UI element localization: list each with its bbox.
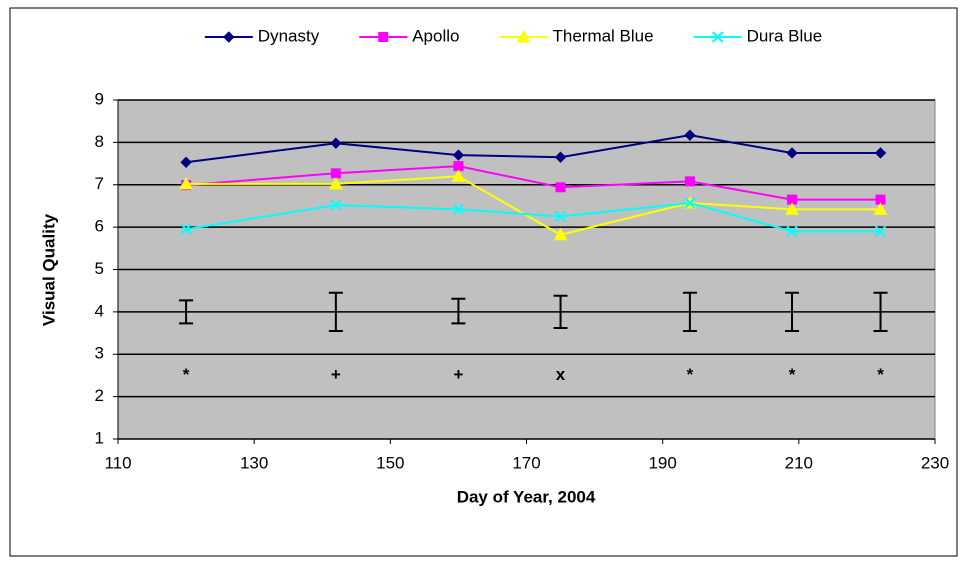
marker — [874, 225, 887, 238]
x-tick-label: 170 — [512, 453, 540, 472]
marker — [684, 176, 695, 187]
marker — [330, 168, 341, 179]
marker — [329, 176, 343, 190]
error-bar — [553, 294, 568, 329]
error-bar — [785, 291, 800, 332]
y-tick-label: 7 — [95, 174, 104, 193]
y-tick-label: 8 — [95, 132, 104, 151]
legend: Dynasty Apollo Thermal Blue Dura Blue — [204, 26, 823, 45]
marker — [330, 137, 342, 149]
marker — [785, 202, 799, 215]
x-tick-label: 230 — [921, 453, 949, 472]
legend-label: Thermal Blue — [552, 26, 653, 45]
marker — [554, 151, 567, 163]
legend-label: Dura Blue — [747, 26, 823, 45]
marker — [516, 29, 531, 43]
error-bar — [682, 291, 697, 332]
significance-mark: + — [331, 365, 341, 384]
x-axis-label: Day of Year, 2004 — [457, 487, 596, 506]
y-tick-label: 5 — [95, 259, 104, 278]
marker — [555, 182, 566, 193]
marker — [452, 149, 465, 161]
marker — [684, 129, 696, 141]
y-axis-label: Visual Quality — [39, 213, 58, 326]
marker — [330, 199, 342, 211]
marker — [378, 32, 389, 42]
significance-mark: * — [789, 365, 796, 384]
marker — [554, 210, 567, 223]
x-tick-label: 190 — [648, 453, 676, 472]
significance-mark: + — [453, 365, 463, 384]
marker — [452, 203, 465, 216]
marker — [180, 223, 192, 235]
marker — [786, 147, 798, 159]
legend-label: Apollo — [412, 26, 459, 45]
x-tick-label: 150 — [376, 453, 404, 472]
error-bar — [328, 291, 343, 332]
significance-mark: * — [877, 365, 884, 384]
marker — [684, 197, 696, 209]
x-tick-label: 210 — [785, 453, 813, 472]
significance-mark: * — [687, 365, 694, 384]
legend-label: Dynasty — [258, 26, 320, 45]
y-tick-label: 3 — [95, 344, 104, 363]
error-bar — [873, 291, 888, 332]
marker — [451, 169, 466, 182]
x-tick-label: 130 — [240, 453, 268, 472]
y-tick-label: 6 — [95, 217, 104, 236]
y-tick-label: 4 — [95, 301, 104, 320]
significance-mark: * — [183, 365, 190, 384]
marker — [786, 225, 798, 238]
marker — [874, 147, 887, 159]
marker — [179, 176, 193, 190]
marker — [873, 202, 888, 215]
y-tick-label: 9 — [95, 89, 104, 108]
significance-mark: x — [556, 365, 566, 384]
error-bar — [179, 299, 194, 325]
marker — [223, 31, 235, 43]
error-bar — [451, 297, 466, 325]
marker — [180, 156, 192, 168]
y-tick-label: 1 — [95, 428, 104, 447]
marker — [553, 227, 568, 241]
x-tick-label: 110 — [104, 453, 131, 472]
y-tick-label: 2 — [95, 386, 104, 405]
marker — [711, 31, 724, 43]
